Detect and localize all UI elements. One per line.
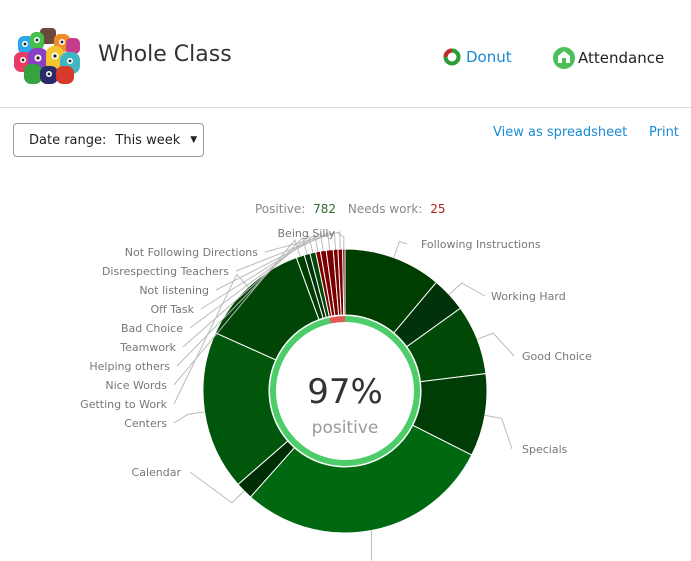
slice-label-teamwork: Teamwork — [119, 341, 176, 354]
leader-line-nice-words — [173, 239, 301, 386]
leader-line-helping-others — [176, 236, 308, 367]
leader-line-getting-to-work — [173, 273, 249, 405]
leader-line-specials — [484, 414, 513, 450]
leader-line-centers — [173, 411, 205, 424]
slice-being-silly[interactable] — [342, 248, 346, 316]
slice-label-specials: Specials — [522, 443, 568, 456]
slice-label-getting-to-work: Getting to Work — [80, 398, 167, 411]
class-monsters-avatar — [14, 28, 80, 84]
attendance-link[interactable]: Attendance — [552, 46, 664, 70]
slice-label-calendar: Calendar — [132, 466, 182, 479]
needs-work-label: Needs work: — [348, 202, 423, 216]
leader-line-good-choice — [477, 332, 515, 357]
attendance-icon — [553, 47, 575, 69]
leader-line-working-hard — [448, 282, 486, 297]
leader-line-not-following-directions — [264, 231, 341, 253]
slice-label-following-instructions: Following Instructions — [421, 238, 541, 251]
negative-ring — [329, 316, 345, 324]
slice-label-not-following-directions: Not Following Directions — [125, 246, 258, 259]
slice-label-disrespecting-teachers: Disrespecting Teachers — [102, 265, 229, 278]
leader-line-teamwork — [182, 235, 314, 348]
print-link[interactable]: Print — [649, 125, 679, 140]
page-title: Whole Class — [98, 42, 232, 67]
slice-label-off-task: Off Task — [151, 303, 195, 316]
slice-label-bad-choice: Bad Choice — [121, 322, 183, 335]
caret-down-icon: ▼ — [190, 135, 198, 145]
slice-label-good-choice: Good Choice — [522, 350, 592, 363]
leader-line-following-instructions — [393, 240, 408, 258]
donut-label: Donut — [466, 48, 512, 66]
leader-line-off-task — [200, 233, 324, 310]
leader-line-not-listening — [215, 232, 331, 291]
leader-line-disrespecting-teachers — [235, 231, 337, 272]
positive-caption: positive — [312, 418, 379, 438]
slice-label-being-silly: Being Silly — [278, 227, 336, 240]
summary-line: Positive: 782 Needs work: 25 — [255, 202, 446, 216]
slice-label-helping-others: Helping others — [89, 360, 170, 373]
percent-positive: 97% — [307, 372, 383, 412]
leader-line-being-silly — [337, 232, 345, 250]
header-bar: Whole Class Donut Attendance — [0, 0, 691, 108]
positive-count: 782 — [313, 202, 336, 216]
date-range-label: Date range: — [29, 132, 107, 148]
leader-line-bad-choice — [189, 233, 319, 329]
leader-line-calendar — [189, 471, 245, 504]
slice-label-working-hard: Working Hard — [491, 290, 566, 303]
view-as-spreadsheet-link[interactable]: View as spreadsheet — [493, 125, 628, 140]
behavior-donut-chart: Positive: 782 Needs work: 25 Following I… — [80, 202, 592, 561]
slice-label-centers: Centers — [124, 417, 167, 430]
slice-label-nice-words: Nice Words — [105, 379, 167, 392]
needs-work-count: 25 — [430, 202, 445, 216]
slice-label-not-listening: Not listening — [139, 284, 209, 297]
date-range-value: This week — [115, 132, 181, 148]
donut-view-link[interactable]: Donut — [443, 48, 512, 66]
attendance-label: Attendance — [578, 49, 665, 67]
date-range-dropdown[interactable]: Date range: This week ▼ — [13, 123, 204, 157]
donut-icon — [443, 48, 461, 66]
positive-label: Positive: — [255, 202, 305, 216]
slice-unlabeled[interactable] — [249, 424, 473, 534]
